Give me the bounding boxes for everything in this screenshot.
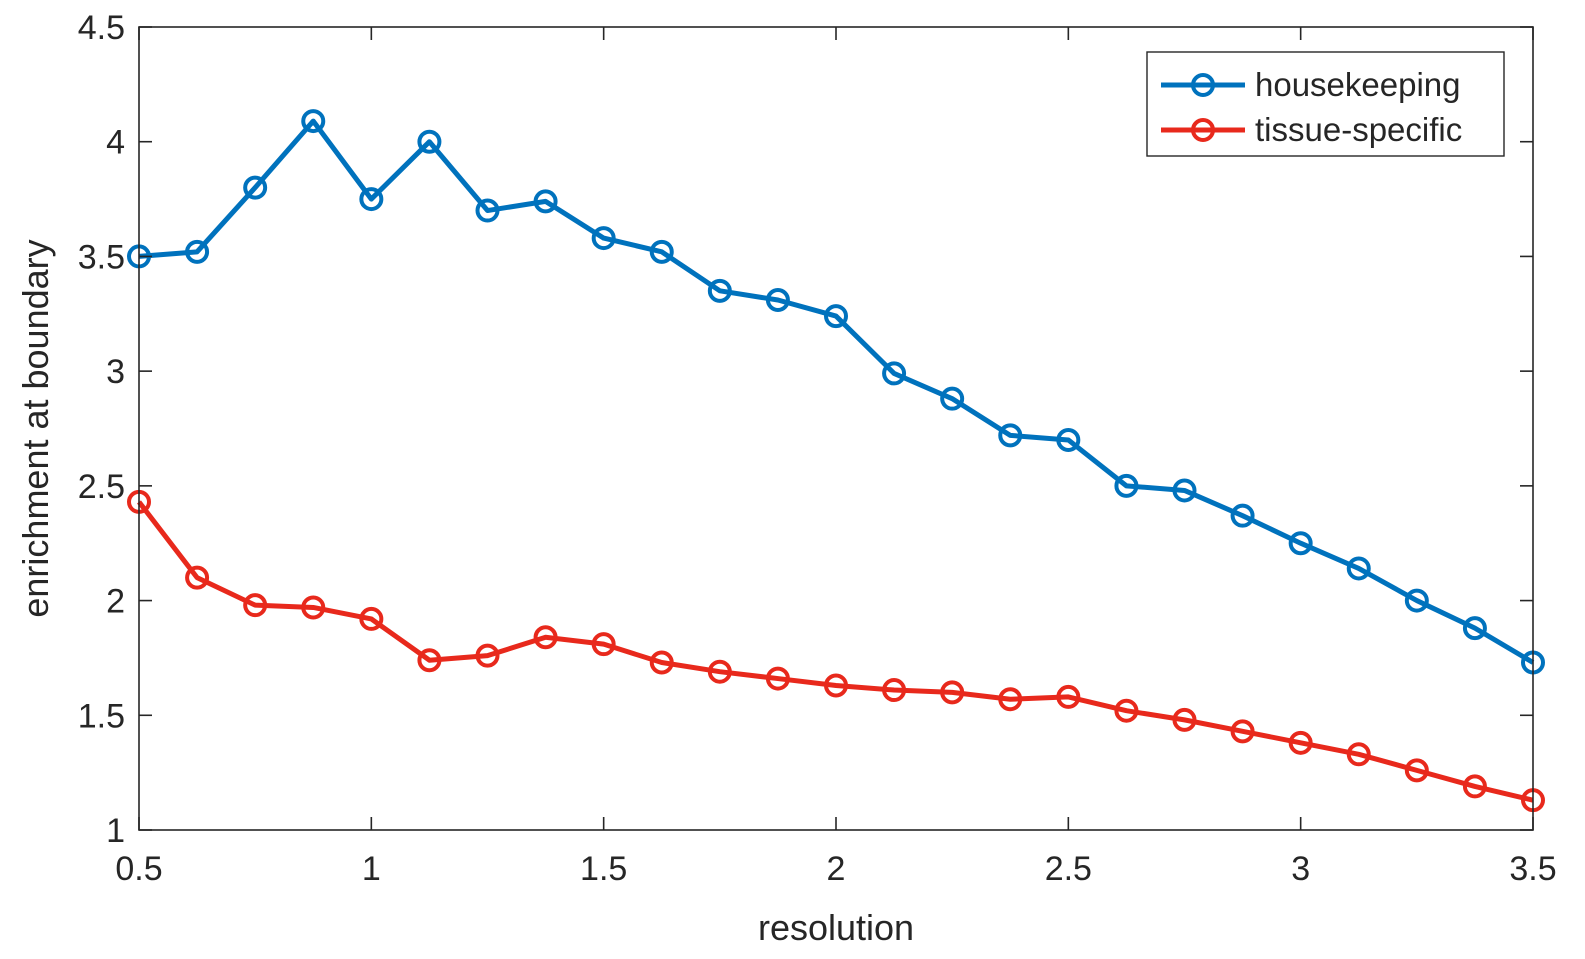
data-point-tissue-specific <box>1114 698 1139 723</box>
legend-swatch-marker <box>1191 73 1215 97</box>
data-point-tissue-specific <box>998 687 1023 712</box>
data-point-housekeeping <box>998 423 1023 448</box>
data-point-tissue-specific <box>882 678 907 703</box>
y-tick-label: 1.5 <box>78 697 125 735</box>
data-point-tissue-specific <box>243 593 268 618</box>
data-point-tissue-specific <box>591 632 616 657</box>
data-point-housekeeping <box>1114 473 1139 498</box>
data-point-tissue-specific <box>185 565 210 590</box>
legend-label-tissue-specific: tissue-specific <box>1255 111 1462 148</box>
x-tick-label: 3.5 <box>1509 850 1556 888</box>
legend-label-housekeeping: housekeeping <box>1255 66 1461 103</box>
data-point-tissue-specific <box>765 666 790 691</box>
data-point-tissue-specific <box>1462 774 1487 799</box>
data-point-tissue-specific <box>359 606 384 631</box>
data-point-housekeeping <box>1462 616 1487 641</box>
data-point-tissue-specific <box>707 659 732 684</box>
data-point-housekeeping <box>475 198 500 223</box>
data-point-tissue-specific <box>1288 730 1313 755</box>
data-point-housekeeping <box>824 304 848 329</box>
data-point-housekeeping <box>940 386 965 411</box>
data-point-housekeeping <box>649 239 674 264</box>
data-point-housekeeping <box>417 129 442 154</box>
data-point-tissue-specific <box>1056 684 1081 709</box>
x-tick-label: 2.5 <box>1045 850 1092 888</box>
x-tick-label: 2 <box>827 850 846 888</box>
data-point-housekeeping <box>882 361 907 386</box>
x-tick-label: 1.5 <box>580 850 627 888</box>
data-point-tissue-specific <box>417 648 442 673</box>
y-tick-label: 1 <box>106 812 125 850</box>
y-tick-label: 4.5 <box>78 9 125 47</box>
y-tick-label: 2 <box>106 583 125 621</box>
data-point-tissue-specific <box>940 680 965 705</box>
data-point-housekeeping <box>243 175 268 200</box>
data-point-tissue-specific <box>1346 742 1371 767</box>
data-point-housekeeping <box>1230 503 1255 528</box>
data-point-housekeeping <box>1404 588 1429 613</box>
data-point-tissue-specific <box>533 625 558 650</box>
data-point-tissue-specific <box>475 643 500 668</box>
data-point-housekeeping <box>707 278 732 303</box>
series-housekeeping <box>127 109 1545 675</box>
data-point-housekeeping <box>591 226 616 251</box>
x-tick-label: 3 <box>1291 850 1310 888</box>
data-point-housekeeping <box>1172 478 1197 503</box>
data-point-housekeeping <box>765 288 790 313</box>
x-tick-label: 0.5 <box>115 850 162 888</box>
data-point-housekeeping <box>301 109 326 134</box>
y-axis-label: enrichment at boundary <box>15 239 56 617</box>
series-line-housekeeping <box>138 118 1535 665</box>
data-point-housekeeping <box>185 239 210 264</box>
data-point-tissue-specific <box>1404 758 1429 783</box>
y-tick-label: 4 <box>106 124 125 162</box>
axes-layer: 0.5 1 1.5 2 2.5 3 3.511.522.533.544.5 <box>78 9 1557 888</box>
data-point-housekeeping <box>1288 531 1313 556</box>
data-point-housekeeping <box>533 189 558 214</box>
x-tick-label: 1 <box>362 850 381 888</box>
y-tick-label: 3.5 <box>78 238 125 276</box>
data-point-housekeeping <box>1056 427 1081 452</box>
data-point-tissue-specific <box>824 673 848 698</box>
legend: housekeeping tissue-specific <box>1146 51 1505 157</box>
data-point-tissue-specific <box>301 595 326 620</box>
series-layer <box>127 109 1545 813</box>
data-point-tissue-specific <box>649 650 674 675</box>
data-point-housekeeping <box>1346 556 1371 581</box>
x-axis-label: resolution <box>758 907 914 948</box>
data-point-tissue-specific <box>1230 719 1255 744</box>
data-point-housekeeping <box>359 187 384 212</box>
data-point-tissue-specific <box>1172 707 1197 732</box>
series-tissue-specific <box>127 489 1545 813</box>
series-line-tissue-specific <box>137 500 1534 803</box>
y-tick-label: 3 <box>106 353 125 391</box>
y-tick-label: 2.5 <box>78 468 125 506</box>
legend-swatch-marker <box>1191 118 1215 142</box>
